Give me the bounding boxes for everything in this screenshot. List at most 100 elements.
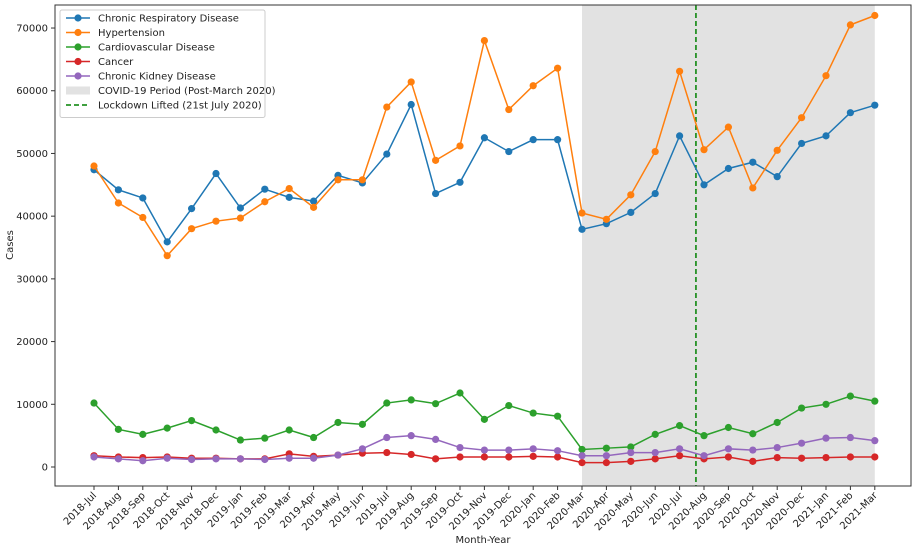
data-point-cancer xyxy=(529,452,537,460)
data-point-cancer xyxy=(505,453,513,461)
data-point-cardiovascular-disease xyxy=(212,426,220,434)
data-point-cardiovascular-disease xyxy=(163,424,171,432)
data-point-cardiovascular-disease xyxy=(651,430,659,438)
y-tick-label: 60000 xyxy=(16,86,48,97)
data-point-chronic-respiratory-disease xyxy=(285,193,293,201)
y-tick-label: 40000 xyxy=(16,212,48,223)
data-point-hypertension xyxy=(505,105,513,114)
data-point-cardiovascular-disease xyxy=(529,409,537,417)
data-point-chronic-respiratory-disease xyxy=(456,178,464,186)
data-point-chronic-kidney-disease xyxy=(236,455,244,463)
data-point-chronic-respiratory-disease xyxy=(188,205,196,213)
data-point-hypertension xyxy=(773,146,781,154)
data-point-cancer xyxy=(749,457,757,465)
data-point-hypertension xyxy=(627,191,635,199)
legend-label: Lockdown Lifted (21st July 2020) xyxy=(98,101,262,112)
y-tick-label: 30000 xyxy=(16,274,48,285)
legend-swatch-marker xyxy=(74,43,82,51)
data-point-chronic-respiratory-disease xyxy=(310,197,318,205)
data-point-hypertension xyxy=(310,203,318,211)
covid-period-span xyxy=(582,5,875,486)
legend-swatch-marker xyxy=(74,57,82,66)
data-point-chronic-kidney-disease xyxy=(114,455,122,463)
data-point-hypertension xyxy=(163,252,171,260)
data-point-cancer xyxy=(676,452,684,460)
data-point-hypertension xyxy=(358,176,366,184)
legend-swatch-marker xyxy=(74,14,82,22)
data-point-cardiovascular-disease xyxy=(139,430,147,438)
data-point-cancer xyxy=(846,453,855,461)
data-point-cancer xyxy=(602,459,611,467)
data-point-hypertension xyxy=(529,82,537,90)
series-cardiovascular-disease xyxy=(90,389,879,454)
data-point-chronic-respiratory-disease xyxy=(724,164,733,173)
data-point-cardiovascular-disease xyxy=(822,400,830,408)
data-point-chronic-kidney-disease xyxy=(383,433,391,442)
legend-swatch-marker xyxy=(74,28,82,37)
data-point-hypertension xyxy=(480,36,488,45)
data-point-cardiovascular-disease xyxy=(383,399,391,407)
data-point-cardiovascular-disease xyxy=(334,418,342,427)
data-point-chronic-kidney-disease xyxy=(358,445,366,453)
data-point-chronic-respiratory-disease xyxy=(798,139,806,148)
data-point-chronic-respiratory-disease xyxy=(700,181,708,189)
data-point-cancer xyxy=(798,454,806,462)
data-point-hypertension xyxy=(90,162,98,170)
data-point-cardiovascular-disease xyxy=(285,426,293,434)
data-point-cancer xyxy=(871,453,879,461)
data-point-chronic-respiratory-disease xyxy=(383,150,391,158)
data-point-cardiovascular-disease xyxy=(90,399,98,407)
data-point-hypertension xyxy=(578,209,586,217)
data-point-chronic-respiratory-disease xyxy=(627,208,635,216)
data-point-chronic-respiratory-disease xyxy=(822,132,830,140)
data-point-chronic-respiratory-disease xyxy=(480,134,488,142)
data-point-chronic-kidney-disease xyxy=(285,454,293,462)
data-point-chronic-respiratory-disease xyxy=(578,225,586,233)
data-point-cancer xyxy=(578,459,586,467)
data-point-cancer xyxy=(724,453,733,461)
data-point-chronic-respiratory-disease xyxy=(505,147,513,156)
data-point-cardiovascular-disease xyxy=(578,445,586,454)
data-point-hypertension xyxy=(383,103,391,111)
series-layer xyxy=(90,11,879,467)
data-point-hypertension xyxy=(456,142,464,150)
data-point-chronic-respiratory-disease xyxy=(773,173,781,181)
data-point-cancer xyxy=(480,453,488,461)
data-point-hypertension xyxy=(846,21,855,29)
data-point-cardiovascular-disease xyxy=(700,432,708,440)
data-point-chronic-kidney-disease xyxy=(749,446,757,454)
data-point-hypertension xyxy=(114,199,122,207)
data-point-cardiovascular-disease xyxy=(554,412,562,420)
data-point-hypertension xyxy=(236,214,244,222)
legend-label: Cancer xyxy=(98,57,134,68)
data-point-chronic-respiratory-disease xyxy=(114,186,122,194)
data-point-cardiovascular-disease xyxy=(358,420,366,428)
data-point-chronic-kidney-disease xyxy=(676,445,684,453)
data-point-chronic-respiratory-disease xyxy=(407,100,415,109)
data-point-hypertension xyxy=(700,146,708,154)
data-point-hypertension xyxy=(651,147,659,156)
y-tick-label: 20000 xyxy=(16,337,48,348)
data-point-chronic-kidney-disease xyxy=(456,443,464,452)
legend-label: COVID-19 Period (Post-March 2020) xyxy=(98,86,276,97)
data-point-chronic-kidney-disease xyxy=(432,435,440,444)
data-point-hypertension xyxy=(407,78,415,86)
y-tick-label: 10000 xyxy=(16,400,48,411)
data-point-cardiovascular-disease xyxy=(773,418,781,427)
data-point-hypertension xyxy=(212,217,220,225)
y-axis: 0 10000 20000 30000 40000 50000 60000 70000 xyxy=(16,24,55,474)
plot-frame xyxy=(54,4,912,487)
data-point-chronic-kidney-disease xyxy=(90,453,98,461)
legend-label: Hypertension xyxy=(98,28,165,39)
data-point-cancer xyxy=(554,453,562,461)
data-point-cardiovascular-disease xyxy=(749,430,757,438)
data-point-chronic-kidney-disease xyxy=(554,447,562,455)
data-point-chronic-respiratory-disease xyxy=(554,136,562,144)
data-point-chronic-respiratory-disease xyxy=(529,136,537,144)
data-point-hypertension xyxy=(724,123,733,131)
data-point-chronic-kidney-disease xyxy=(212,455,220,463)
data-point-hypertension xyxy=(676,67,684,75)
legend: Chronic Respiratory Disease Hypertension C… xyxy=(59,9,276,118)
data-point-cardiovascular-disease xyxy=(846,392,855,400)
legend-label: Cardiovascular Disease xyxy=(98,43,215,54)
